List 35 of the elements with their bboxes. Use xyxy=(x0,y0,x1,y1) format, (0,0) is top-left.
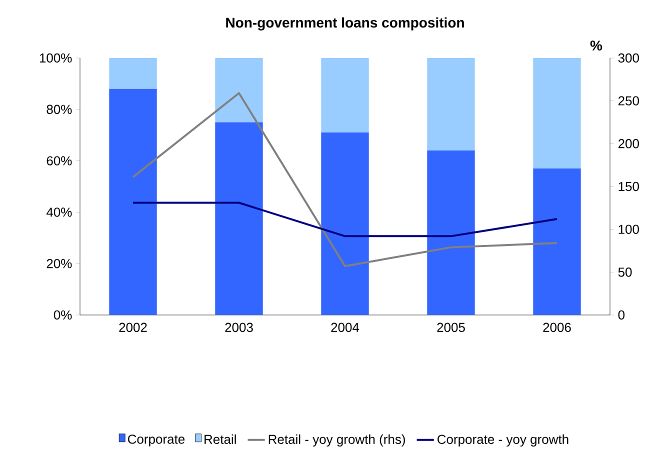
y-tick-label: 100% xyxy=(40,53,72,63)
y-tick-label: 40% xyxy=(46,208,72,217)
y-tick-label: 60% xyxy=(46,156,72,166)
bar xyxy=(215,58,263,122)
y2-tick-label: 0 xyxy=(618,310,625,320)
y2-tick-label: 200 xyxy=(618,139,639,148)
bar xyxy=(109,88,157,315)
line-series xyxy=(132,92,558,268)
bar xyxy=(321,58,369,133)
x-tick-label: 2003 xyxy=(225,322,253,332)
bar xyxy=(427,58,475,151)
bar xyxy=(533,58,581,168)
legend-label: Corporate xyxy=(128,434,185,446)
bar xyxy=(215,122,263,315)
legend-label: Retail xyxy=(204,434,236,444)
x-tick-label: 2005 xyxy=(437,322,465,332)
y2-tick-label: 100 xyxy=(618,224,639,234)
y2-tick-label: 150 xyxy=(618,182,639,192)
y2-tick-label: 300 xyxy=(618,53,639,63)
y2-tick-label: 250 xyxy=(618,96,639,106)
legend-label: Corporate - yoy growth xyxy=(438,434,568,447)
x-tick-label: 2006 xyxy=(543,322,571,332)
y2-tick-label: 50 xyxy=(618,268,632,277)
y-tick-label: 20% xyxy=(46,258,72,268)
bar xyxy=(427,150,475,315)
bar xyxy=(533,168,581,315)
y-tick-label: 80% xyxy=(46,104,72,114)
chart-title: Non-government loans composition xyxy=(226,17,464,30)
y2-axis-title: % xyxy=(590,40,602,50)
x-tick-label: 2002 xyxy=(119,322,147,332)
legend-label: Retail - yoy growth (rhs) xyxy=(268,434,405,447)
x-tick-label: 2004 xyxy=(331,322,360,332)
bar xyxy=(109,58,157,89)
y-tick-label: 0% xyxy=(54,310,72,320)
bar xyxy=(321,132,369,315)
